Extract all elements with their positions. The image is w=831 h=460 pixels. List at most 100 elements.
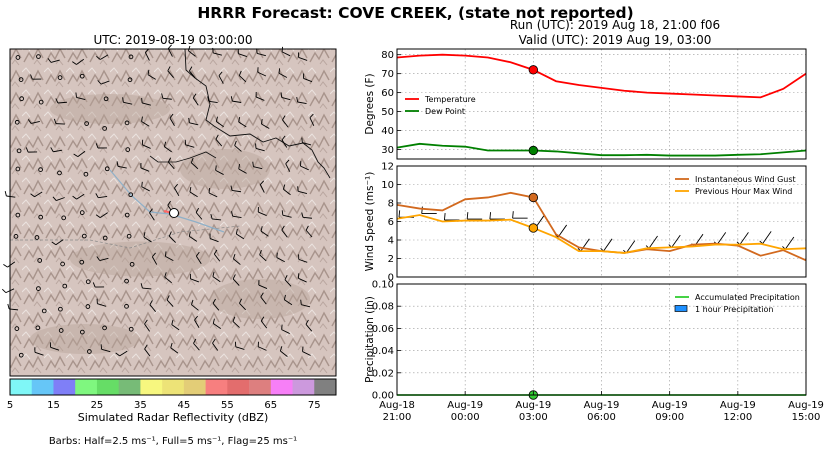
wind-barb [193,343,200,351]
wind-barb-flag [52,196,57,201]
legend-entry: Temperature [424,95,476,104]
calm-wind-circle [37,258,43,263]
wind-barb-flag [232,253,236,260]
y-tick-label: 4 [388,236,394,247]
wind-barb-flag [4,191,7,197]
wind-barb [209,238,219,243]
x-tick-label: 09:00 [655,412,684,423]
wind-barb-flag [230,185,233,191]
calm-wind-circle [124,120,130,126]
colorbar-swatch [75,379,98,395]
wind-barb-flag [3,264,8,268]
wind-barb [648,235,658,249]
wind-barb [56,197,65,201]
series-line [396,214,807,254]
wind-barb [305,324,313,332]
colorbar-swatch [96,379,119,395]
calm-wind-circle [35,325,41,331]
radar-map [1,44,337,377]
wind-barb-flag [192,93,197,99]
wind-barb [625,240,636,254]
wind-barb [260,296,267,305]
wind-barb-flag [73,153,79,158]
wind-barb-flag [239,298,243,304]
wind-barb-flag [30,74,33,80]
wind-barb-flag [47,58,52,63]
wind-barb-flag [116,161,119,167]
wind-barb [280,350,288,357]
wind-barb-flag [164,272,167,278]
wind-barb [215,169,224,175]
river-line [109,169,225,233]
wind-barb-flag [96,256,101,261]
wind-barb [7,261,16,268]
wind-barb-flag [189,187,192,193]
wind-barb [99,212,108,219]
wind-barb [232,190,242,193]
wind-barb-flag [238,163,240,170]
wind-barb-flag [96,55,101,60]
colorbar-tick-label: 45 [177,400,190,411]
colorbar-tick-label: 15 [47,400,60,411]
temperature-panel: 30 40 50 60 70 80 Temperature Dew Point Degrees … [364,48,807,160]
wind-barb-flag [230,96,233,102]
wind-barb [238,168,247,174]
calm-wind-circle [85,279,91,285]
colorbar-swatch [292,379,315,395]
wind-barb-flag [141,181,143,187]
wind-barb-flag [141,116,143,122]
x-tick-label: Aug-19 [515,400,551,411]
wind-barb [166,299,174,307]
wind-barb-flag [260,316,265,322]
wind-barb-flag [140,283,143,289]
wind-barb-flag [1,288,7,293]
wind-barb-flag [122,97,124,103]
legend-swatch [674,305,688,312]
calm-wind-circle [124,278,129,284]
calm-wind-circle [128,54,134,60]
wind-barb-flag [212,338,216,344]
x-tick-label: 06:00 [587,412,616,423]
wind-barb [298,190,308,194]
calm-wind-circle [79,329,85,335]
x-tick-label: Aug-19 [584,400,620,411]
wind-barb [167,48,173,57]
wind-barb-flag [210,213,213,220]
wind-barb [149,304,156,312]
wind-barb-flag [252,161,254,167]
wind-barb-flag [212,318,215,324]
wind-barb-flag [167,44,172,49]
wind-barb [144,52,150,61]
calm-wind-circle [60,261,65,267]
calm-wind-circle [58,306,63,312]
wind-barb [142,287,152,290]
wind-barb [55,239,64,246]
wind-barb [185,144,195,148]
calm-wind-circle [87,349,92,354]
calm-wind-circle [58,328,64,333]
wind-barb [50,346,60,351]
y-tick-label: 0.00 [372,391,394,402]
wind-barb [603,238,613,252]
wind-barb [76,97,86,101]
wind-barb [189,236,198,242]
y-axis-label: Degrees (F) [364,73,376,134]
calm-wind-circle [126,233,132,239]
wind-barb [142,102,151,106]
wind-barb [141,186,150,192]
x-tick-label: Aug-19 [652,400,688,411]
wind-barb-flag [215,165,217,171]
calm-wind-circle [104,166,110,172]
calm-wind-circle [41,308,47,314]
wind-barb [258,284,268,290]
y-tick-label: 2 [388,254,394,265]
wind-barb [762,231,772,244]
wind-barb-flag [212,271,215,277]
wind-barb [234,145,242,152]
wind-barb [208,100,218,103]
wind-barb-flag [285,159,290,164]
wind-barb [557,224,568,238]
wind-barb [99,257,109,261]
y-tick-label: 60 [381,88,394,99]
wind-barb [671,234,681,248]
